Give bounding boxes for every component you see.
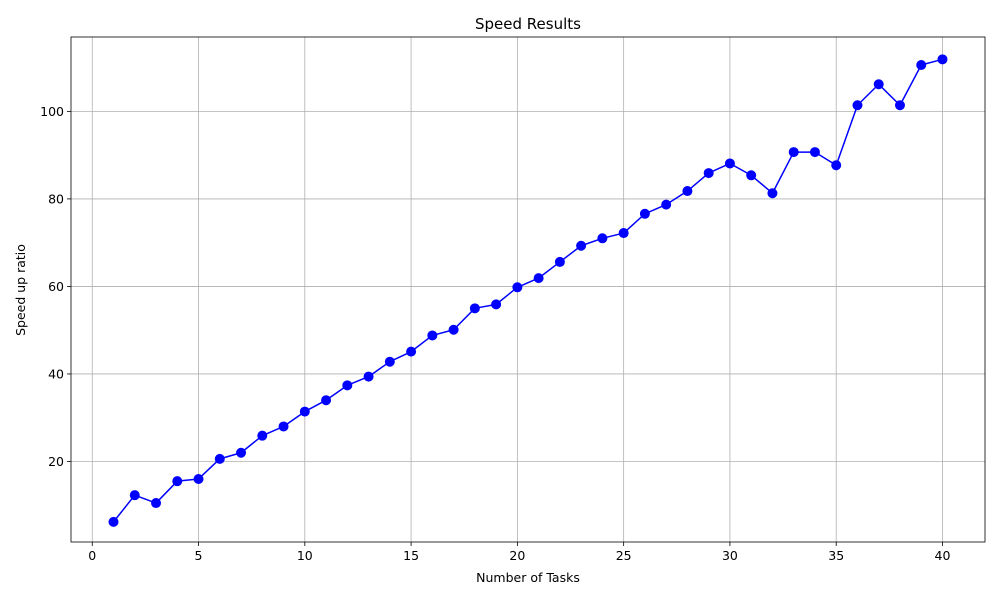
data-point bbox=[831, 160, 842, 171]
data-point bbox=[533, 273, 544, 284]
y-tick-label: 40 bbox=[48, 366, 64, 381]
data-point bbox=[491, 299, 502, 310]
chart-title: Speed Results bbox=[475, 15, 581, 33]
x-axis-label: Number of Tasks bbox=[476, 570, 580, 585]
data-point bbox=[661, 199, 672, 210]
y-tick-label: 60 bbox=[48, 279, 64, 294]
data-point bbox=[597, 233, 608, 244]
data-point bbox=[214, 453, 225, 464]
y-tick-label: 100 bbox=[40, 104, 64, 119]
y-axis-label: Speed up ratio bbox=[13, 244, 28, 336]
x-tick-label: 35 bbox=[828, 548, 844, 563]
data-point bbox=[682, 186, 693, 197]
data-point bbox=[469, 303, 480, 314]
data-point bbox=[767, 188, 778, 199]
data-point bbox=[299, 406, 310, 417]
x-tick-label: 40 bbox=[935, 548, 951, 563]
data-point bbox=[788, 147, 799, 158]
data-point bbox=[512, 282, 523, 293]
plot-frame bbox=[70, 36, 986, 543]
data-point bbox=[894, 100, 905, 111]
data-point bbox=[448, 324, 459, 335]
data-point bbox=[427, 330, 438, 341]
data-point bbox=[809, 147, 820, 158]
data-point bbox=[108, 516, 119, 527]
data-point bbox=[384, 356, 395, 367]
data-point bbox=[618, 228, 629, 239]
x-tick-label: 10 bbox=[297, 548, 313, 563]
x-tick-label: 30 bbox=[722, 548, 738, 563]
series-layer bbox=[108, 54, 948, 527]
data-point bbox=[746, 170, 757, 181]
data-point bbox=[172, 476, 183, 487]
data-point bbox=[278, 421, 289, 432]
y-tick-label: 20 bbox=[48, 454, 64, 469]
series-line bbox=[112, 58, 943, 523]
data-point bbox=[406, 346, 417, 357]
data-point bbox=[257, 430, 268, 441]
data-point bbox=[236, 447, 247, 458]
data-point bbox=[363, 371, 374, 382]
data-point bbox=[937, 54, 948, 65]
grid-lines bbox=[71, 37, 985, 542]
data-point bbox=[724, 158, 735, 169]
data-point bbox=[554, 256, 565, 267]
data-point bbox=[151, 498, 162, 509]
data-point bbox=[342, 380, 353, 391]
data-point bbox=[852, 100, 863, 111]
y-tick-label: 80 bbox=[48, 191, 64, 206]
data-point bbox=[129, 490, 140, 501]
data-point bbox=[703, 168, 714, 179]
tick-layer: 0 5 10 15 20 25 30 35 40 20 40 60 80 100 bbox=[40, 104, 950, 563]
axes bbox=[70, 36, 986, 543]
x-tick-label: 15 bbox=[403, 548, 419, 563]
x-tick-label: 20 bbox=[509, 548, 525, 563]
data-point bbox=[916, 60, 927, 71]
data-point bbox=[576, 240, 587, 251]
x-tick-label: 0 bbox=[88, 548, 96, 563]
data-point bbox=[321, 395, 332, 406]
data-point bbox=[193, 473, 204, 484]
x-tick-label: 5 bbox=[195, 548, 203, 563]
data-point bbox=[639, 208, 650, 219]
data-point bbox=[873, 79, 884, 90]
x-tick-label: 25 bbox=[616, 548, 632, 563]
